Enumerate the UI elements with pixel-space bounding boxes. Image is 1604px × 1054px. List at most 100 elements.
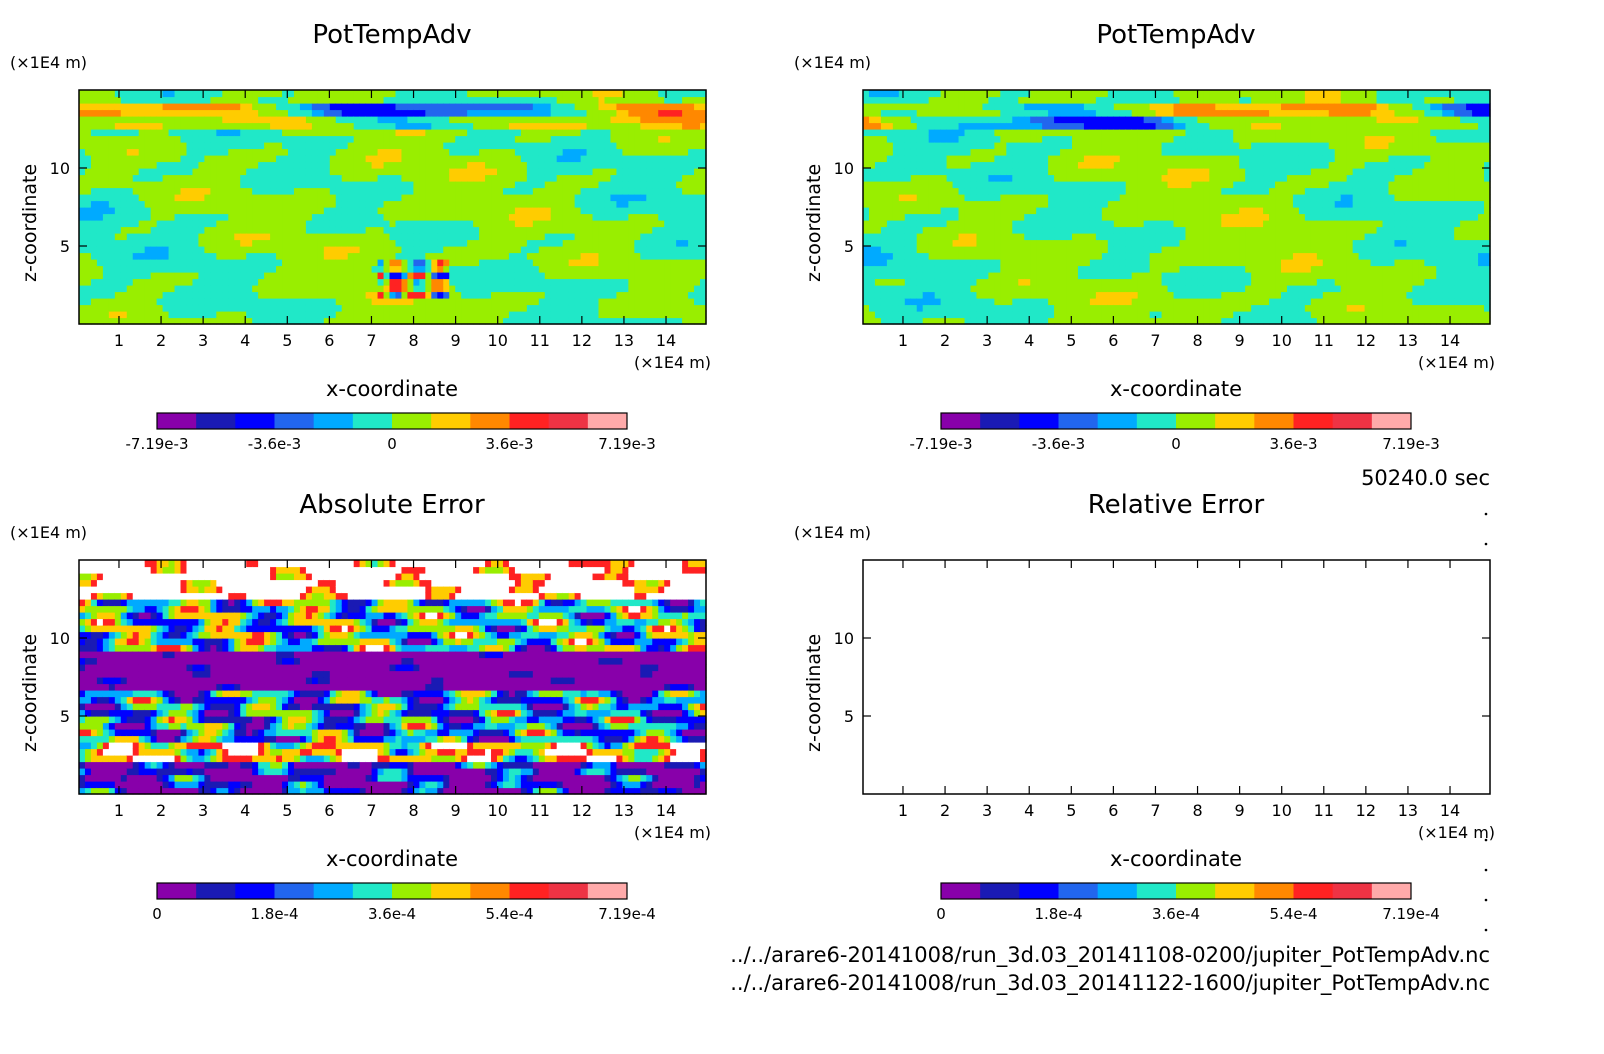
heatmap-cell	[144, 122, 152, 130]
heatmap-cell	[353, 109, 361, 117]
heatmap-cell	[526, 317, 534, 325]
heatmap-cell	[538, 200, 546, 208]
heatmap-cell	[138, 252, 146, 260]
heatmap-cell	[670, 116, 677, 124]
heatmap-cell	[425, 298, 432, 306]
heatmap-cell	[1024, 311, 1031, 319]
heatmap-cell	[568, 265, 576, 273]
heatmap-cell	[311, 265, 319, 273]
heatmap-cell	[311, 122, 319, 130]
heatmap-cell	[982, 291, 989, 299]
heatmap-cell	[395, 148, 403, 156]
heatmap-cell	[574, 90, 582, 98]
heatmap-cell	[874, 317, 882, 325]
colorbar-swatch	[509, 413, 550, 429]
heatmap-cell	[419, 155, 426, 163]
heatmap-cell	[156, 103, 164, 111]
heatmap-cell	[694, 259, 701, 267]
heatmap-cell	[473, 122, 480, 130]
heatmap-cell	[270, 187, 277, 195]
heatmap-cell	[449, 116, 456, 124]
heatmap-cell	[186, 194, 194, 202]
heatmap-cell	[246, 252, 253, 260]
heatmap-cell	[1012, 291, 1019, 299]
heatmap-cell	[682, 317, 689, 325]
heatmap-cell	[186, 90, 194, 98]
heatmap-cell	[162, 311, 170, 319]
heatmap-cell	[192, 109, 200, 117]
heatmap-cell	[282, 311, 289, 319]
heatmap-cell	[928, 116, 936, 124]
heatmap-cell	[180, 259, 188, 267]
heatmap-cell	[922, 278, 930, 286]
heatmap-cell	[180, 298, 188, 306]
heatmap-cell	[898, 226, 906, 234]
heatmap-cell	[1024, 129, 1031, 137]
heatmap-cell	[365, 129, 373, 137]
heatmap-cell	[288, 304, 295, 312]
heatmap-cell	[222, 174, 229, 182]
heatmap-cell	[1006, 285, 1013, 293]
heatmap-cell	[946, 168, 954, 176]
heatmap-cell	[502, 239, 510, 247]
heatmap-cell	[246, 265, 253, 273]
heatmap-cell	[359, 148, 367, 156]
heatmap-cell	[634, 285, 641, 293]
heatmap-cell	[904, 213, 912, 221]
heatmap-cell	[144, 187, 152, 195]
heatmap-cell	[616, 155, 623, 163]
heatmap-cell	[682, 304, 689, 312]
heatmap-cell	[892, 213, 900, 221]
heatmap-cell	[389, 304, 397, 312]
heatmap-cell	[395, 252, 403, 260]
heatmap-cell	[485, 122, 492, 130]
heatmap-cell	[180, 90, 188, 98]
heatmap-cell	[874, 122, 882, 130]
heatmap-cell	[964, 90, 972, 98]
heatmap-cell	[1042, 181, 1049, 189]
heatmap-cell	[84, 259, 92, 267]
heatmap-cell	[922, 213, 930, 221]
heatmap-cell	[485, 148, 492, 156]
heatmap-cell	[988, 239, 995, 247]
heatmap-cell	[431, 181, 438, 189]
heatmap-cell	[132, 285, 140, 293]
heatmap-cell	[461, 311, 468, 319]
heatmap-cell	[216, 116, 223, 124]
heatmap-cell	[922, 187, 930, 195]
heatmap-cell	[610, 278, 618, 286]
heatmap-cell	[976, 272, 984, 280]
heatmap-cell	[556, 135, 564, 143]
heatmap-cell	[329, 181, 337, 189]
heatmap-cell	[640, 259, 647, 267]
heatmap-cell	[132, 226, 140, 234]
heatmap-cell	[1024, 285, 1031, 293]
heatmap-cell	[282, 135, 289, 143]
heatmap-cell	[868, 272, 876, 280]
heatmap-cell	[922, 135, 930, 143]
heatmap-cell	[473, 259, 480, 267]
heatmap-cell	[156, 116, 164, 124]
heatmap-cell	[437, 233, 444, 241]
heatmap-cell	[628, 311, 635, 319]
heatmap-cell	[168, 109, 176, 117]
heatmap-cell	[252, 259, 259, 267]
heatmap-cell	[544, 142, 552, 150]
heatmap-cell	[138, 317, 146, 325]
heatmap-cell	[514, 161, 522, 169]
heatmap-cell	[700, 174, 707, 182]
heatmap-cell	[120, 109, 128, 117]
heatmap-cell	[132, 135, 140, 143]
heatmap-cell	[270, 226, 277, 234]
heatmap-cell	[694, 109, 701, 117]
heatmap-cell	[520, 109, 528, 117]
heatmap-cell	[347, 246, 355, 254]
heatmap-cell	[592, 291, 600, 299]
heatmap-cell	[544, 291, 552, 299]
heatmap-cell	[479, 317, 486, 325]
heatmap-cell	[970, 187, 978, 195]
heatmap-cell	[886, 155, 894, 163]
heatmap-cell	[96, 174, 104, 182]
heatmap-cell	[1000, 109, 1007, 117]
heatmap-cell	[670, 226, 677, 234]
